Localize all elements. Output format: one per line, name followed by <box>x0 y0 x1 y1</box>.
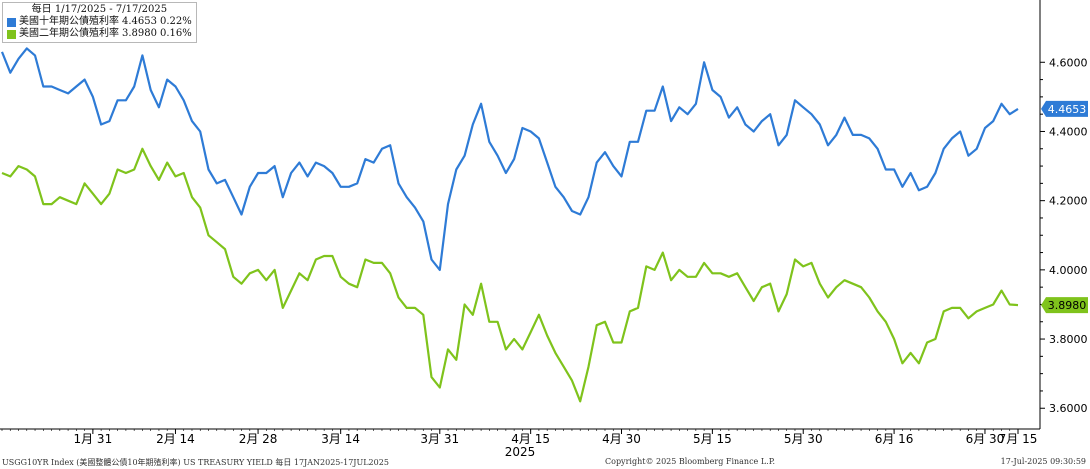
x-tick-label: 4月 30 <box>602 432 641 446</box>
footer-index-info: USGG10YR Index (美國整體公債10年期殖利率) US TREASU… <box>2 458 389 467</box>
x-tick-label: 1月 31 <box>73 432 112 446</box>
legend-item-2y: 美國二年期公債殖利率 3.8980 0.16% <box>7 28 192 40</box>
y-tick-label: 3.6000 <box>1049 402 1088 415</box>
footer-copyright: Copyright© 2025 Bloomberg Finance L.P. <box>605 457 775 466</box>
legend-item-10y: 美國十年期公債殖利率 4.4653 0.22% <box>7 16 192 28</box>
last-value-tag-bg <box>1041 100 1088 117</box>
legend-swatch-10y <box>7 17 16 27</box>
x-tick-label: 3月 31 <box>420 432 459 446</box>
series-line-2y <box>1 147 1019 403</box>
legend-swatch-2y <box>7 29 16 39</box>
legend-label-2y: 美國二年期公債殖利率 <box>19 28 119 39</box>
legend-value-2y: 3.8980 <box>122 28 157 39</box>
legend-label-10y: 美國十年期公債殖利率 <box>19 16 119 27</box>
y-tick-label: 3.8000 <box>1049 333 1088 346</box>
x-tick-label: 2月 14 <box>156 432 195 446</box>
y-tick-label: 4.4000 <box>1049 125 1088 138</box>
y-tick-label: 4.0000 <box>1049 264 1088 277</box>
x-tick-label: 4月 15 <box>511 432 550 446</box>
x-tick-label: 3月 14 <box>321 432 360 446</box>
legend-title: 每日 1/17/2025 - 7/17/2025 <box>31 4 168 15</box>
x-tick-label: 5月 15 <box>693 432 732 446</box>
x-tick-label: 6月 30 <box>966 432 1005 446</box>
last-value-tag-2y: 3.8980 <box>1041 297 1088 314</box>
x-axis-bottom: 1月 31 2月 14 2月 28 3月 14 3月 31 4月 15 4月 30 5月 15… <box>0 428 1040 459</box>
y-tick-label: 4.2000 <box>1049 195 1088 208</box>
x-tick-label: 2月 28 <box>239 432 278 446</box>
plot-area <box>0 47 1019 403</box>
legend-change-2y: 0.16% <box>160 28 192 39</box>
legend-box: 每日 1/17/2025 - 7/17/2025 美國十年期公債殖利率 4.46… <box>2 2 197 43</box>
y-tick-label: 4.6000 <box>1049 56 1088 69</box>
last-value-tag-text: 4.4653 <box>1048 103 1087 116</box>
last-value-tag-bg <box>1041 297 1088 314</box>
legend-value-10y: 4.4653 <box>122 16 157 27</box>
footer-timestamp: 17-Jul-2025 09:30:59 <box>1000 457 1086 466</box>
y-axis-right: 3.6000 3.8000 4.0000 4.2000 4.4000 4.6000 4.46… <box>1039 0 1088 429</box>
x-year-label: 2025 <box>505 445 536 459</box>
x-tick-label: 5月 30 <box>784 432 823 446</box>
last-value-tag-text: 3.8980 <box>1048 299 1087 312</box>
x-tick-label: 7月 15 <box>999 432 1038 446</box>
series-line-10y <box>0 47 1019 271</box>
legend-change-10y: 0.22% <box>160 16 192 27</box>
last-value-tag-10y: 4.4653 <box>1041 100 1088 117</box>
x-tick-label: 6月 16 <box>875 432 914 446</box>
